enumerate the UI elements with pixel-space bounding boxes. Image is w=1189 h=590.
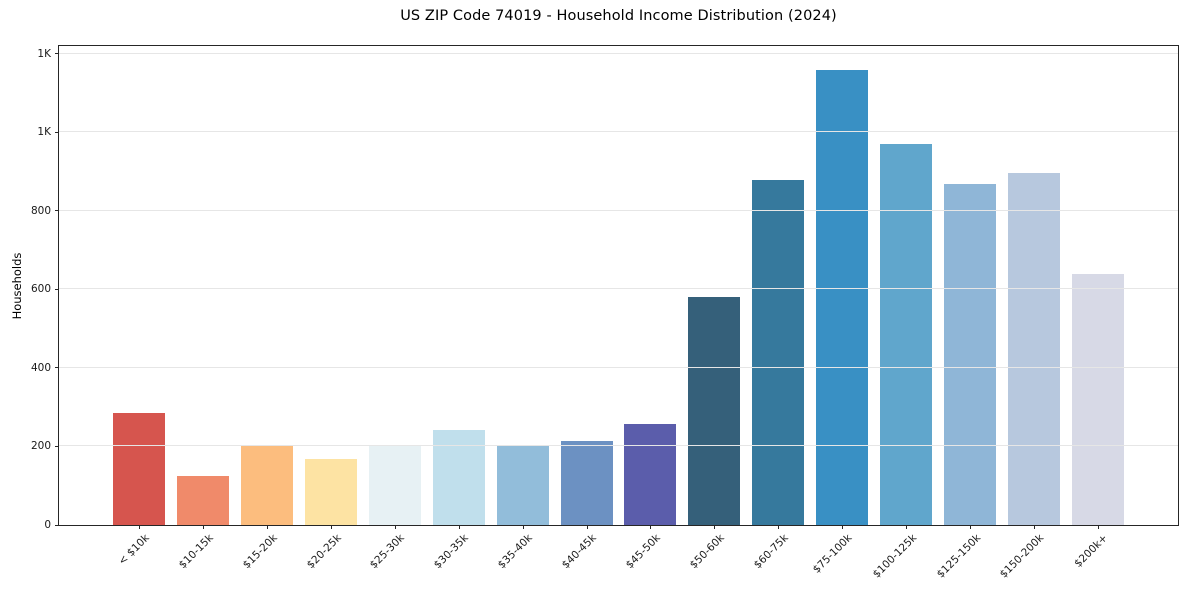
y-tick-mark (55, 445, 59, 447)
bar (752, 180, 805, 525)
y-tick-mark (55, 367, 59, 369)
x-tick-mark (394, 525, 396, 529)
bar (816, 69, 869, 525)
bar (1008, 172, 1061, 525)
bar (240, 444, 293, 525)
x-tick-mark (138, 525, 140, 529)
bar (432, 430, 485, 525)
y-tick-label: 1K (37, 47, 51, 60)
bar (624, 424, 677, 525)
bar-slot: $30-35k (427, 46, 491, 571)
bar-slot: $60-75k (746, 46, 810, 571)
bar-slot: $75-100k (810, 46, 874, 576)
y-axis-label: Households (10, 252, 24, 320)
bar-slot: < $10k (107, 46, 171, 568)
bar (688, 297, 741, 525)
y-tick-label: 400 (30, 361, 51, 374)
y-tick-label: 800 (30, 204, 51, 217)
bar-slot: $150-200k (998, 46, 1066, 581)
y-tick-mark (55, 524, 59, 526)
bar-slot: $100-125k (870, 46, 938, 581)
bar (304, 459, 357, 525)
x-tick-mark (842, 525, 844, 529)
x-tick-mark (458, 525, 460, 529)
x-tick-mark (522, 525, 524, 529)
y-tick-mark (55, 53, 59, 55)
x-tick-mark (266, 525, 268, 529)
x-tick-label: $25-30k (368, 532, 408, 572)
x-tick-label: $35-40k (495, 532, 536, 572)
chart-title: US ZIP Code 74019 - Household Income Dis… (400, 8, 837, 24)
y-tick-label: 0 (44, 519, 51, 531)
x-tick-label: $150-200k (998, 532, 1047, 581)
bar-slot: $125-150k (934, 46, 1002, 581)
bar (560, 440, 613, 525)
x-tick-label: < $10k (115, 532, 152, 568)
x-tick-mark (778, 525, 780, 529)
x-tick-label: $60-75k (751, 532, 791, 572)
x-tick-mark (650, 525, 652, 529)
x-tick-label: $15-20k (240, 532, 280, 572)
y-tick-label: 1K (37, 126, 51, 139)
x-tick-label: $200k+ (1072, 532, 1111, 570)
x-tick-mark (714, 525, 716, 529)
x-tick-mark (906, 525, 908, 529)
bar (368, 445, 421, 525)
bar-slot: $25-30k (363, 46, 427, 571)
bar-slot: $200k+ (1066, 46, 1130, 570)
x-tick-mark (1034, 525, 1036, 529)
x-tick-label: $10-15k (176, 532, 216, 572)
y-tick-label: 600 (30, 283, 51, 296)
bar (944, 184, 997, 525)
bar-slot: $45-50k (619, 46, 683, 571)
bar (176, 475, 229, 525)
bar (1072, 273, 1125, 525)
plot-area: < $10k $10-15k $15-20k $20-25k $25-30k $30-35… (31, 45, 1179, 581)
y-tick-mark (55, 210, 59, 212)
bar-slot: $20-25k (299, 46, 363, 571)
bar-slot: $10-15k (171, 46, 235, 571)
bar (880, 144, 933, 525)
x-tick-mark (586, 525, 588, 529)
bar-slot: $40-45k (555, 46, 619, 571)
x-tick-label: $125-150k (934, 532, 983, 581)
bar-slot: $35-40k (491, 46, 555, 571)
x-tick-label: $50-60k (687, 532, 727, 572)
y-tick-mark (55, 131, 59, 133)
y-tick-label: 200 (30, 440, 51, 453)
bar (496, 445, 549, 525)
bar-slot: $50-60k (682, 46, 746, 571)
y-tick-mark (55, 288, 59, 290)
bar-slot: $15-20k (235, 46, 299, 571)
x-tick-label: $45-50k (623, 532, 663, 572)
x-tick-label: $20-25k (304, 532, 344, 572)
x-tick-mark (330, 525, 332, 529)
bars-container: < $10k $10-15k $15-20k $20-25k $25-30k $30-35… (59, 46, 1178, 581)
x-tick-label: $30-35k (432, 532, 472, 572)
x-tick-mark (1098, 525, 1100, 529)
x-tick-label: $75-100k (810, 532, 855, 576)
x-tick-label: $40-45k (559, 532, 600, 572)
bar (112, 413, 165, 525)
x-tick-mark (970, 525, 972, 529)
x-tick-mark (202, 525, 204, 529)
x-tick-label: $100-125k (870, 532, 919, 581)
